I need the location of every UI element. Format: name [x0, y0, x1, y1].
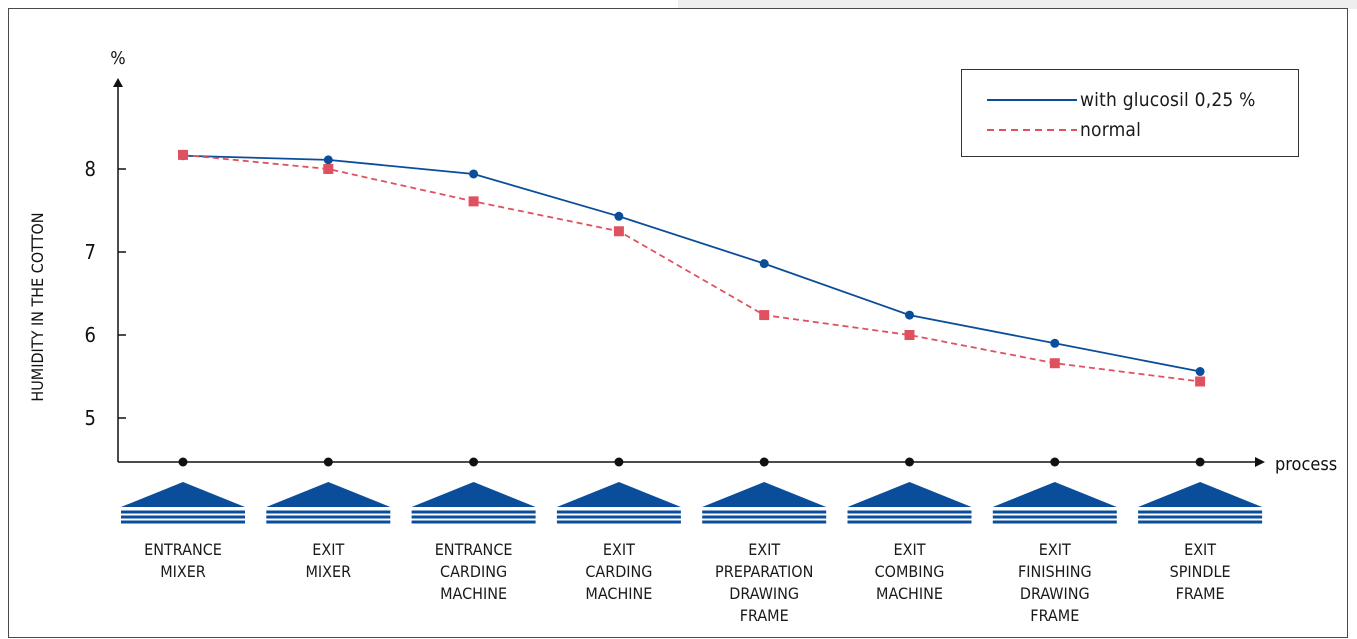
machine-icon-stripe — [266, 510, 391, 514]
machine-icon-stripe — [266, 515, 391, 519]
machine-icon-roof — [847, 482, 972, 507]
x-category-label: FRAME — [740, 606, 789, 625]
x-category-label: ENTRANCE — [435, 540, 513, 559]
x-axis-dot — [178, 457, 188, 467]
x-axis-arrow — [1255, 457, 1265, 467]
machine-icon-roof — [556, 482, 681, 507]
machine-icon-roof — [1138, 482, 1263, 507]
machine-icon-stripe — [847, 520, 972, 524]
x-category-label: MACHINE — [585, 584, 652, 603]
y-tick-label: 8 — [85, 157, 96, 181]
legend-swatch-dashed — [987, 129, 1077, 131]
machine-icon-stripe — [992, 520, 1117, 524]
x-category-label: MIXER — [160, 562, 206, 581]
machine-icon-roof — [121, 482, 245, 507]
x-category-label: PREPARATION — [715, 562, 813, 581]
top-background-strip — [678, 0, 1357, 9]
machine-icon-roof — [266, 482, 391, 507]
machine-icon-stripe — [556, 510, 681, 514]
x-category-label: EXIT — [894, 540, 926, 559]
data-point-normal — [904, 330, 915, 340]
data-point-normal — [468, 196, 479, 207]
machine-icon-stripe — [411, 510, 536, 514]
data-point-glucosil — [614, 211, 624, 221]
machine-icon-stripe — [992, 515, 1117, 519]
x-category-label: MACHINE — [440, 584, 507, 603]
machine-icon-stripe — [702, 510, 827, 514]
machine-icon-stripe — [266, 520, 391, 524]
y-axis-arrow — [113, 78, 123, 87]
x-axis-dot — [323, 457, 333, 467]
x-category-label: SPINDLE — [1170, 562, 1231, 581]
machine-icon-stripe — [1138, 515, 1263, 519]
machine-icon-roof — [702, 482, 827, 507]
data-point-normal — [613, 226, 624, 237]
machine-icon-stripe — [411, 520, 536, 524]
machine-icon-stripe — [702, 515, 827, 519]
x-category-label: EXIT — [312, 540, 344, 559]
x-category-label: DRAWING — [729, 584, 799, 603]
x-axis-dot — [905, 457, 914, 467]
machine-icon-stripe — [556, 520, 681, 524]
machine-icon-stripe — [847, 515, 972, 519]
x-category-label: EXIT — [1184, 540, 1216, 559]
machine-icon-stripe — [702, 520, 827, 524]
series-line-normal — [182, 153, 1201, 383]
x-category-label: COMBING — [875, 562, 945, 581]
data-point-glucosil — [1195, 367, 1205, 377]
chart-legend: with glucosil 0,25 % normal — [961, 69, 1299, 157]
y-axis-unit: % — [110, 48, 125, 69]
data-point-glucosil — [323, 155, 333, 165]
machine-icon-roof — [411, 482, 536, 507]
y-axis-title: HUMIDITY IN THE COTTON — [28, 212, 47, 401]
legend-label-glucosil: with glucosil 0,25 % — [1080, 89, 1256, 111]
x-axis-label: process — [1275, 454, 1337, 475]
x-category-label: FRAME — [1176, 584, 1225, 603]
data-point-normal — [1049, 358, 1060, 369]
machine-icon-stripe — [411, 515, 536, 519]
machine-icon-stripe — [556, 515, 681, 519]
x-category-label: MIXER — [305, 562, 351, 581]
series-line-glucosil — [182, 154, 1201, 373]
y-tick-label: 7 — [85, 240, 96, 264]
data-point-normal — [178, 149, 188, 160]
data-point-glucosil — [759, 259, 769, 269]
data-point-normal — [323, 164, 334, 174]
x-category-label: ENTRANCE — [144, 540, 222, 559]
x-axis-dot — [1050, 457, 1060, 467]
x-axis-dot — [469, 457, 479, 467]
y-tick-label: 5 — [85, 406, 96, 430]
machine-icon-stripe — [121, 510, 245, 514]
legend-label-normal: normal — [1080, 119, 1142, 141]
machine-icon-stripe — [121, 520, 245, 524]
machine-icon-roof — [992, 482, 1117, 507]
machine-icon-stripe — [847, 510, 972, 514]
x-category-label: MACHINE — [876, 584, 943, 603]
data-point-normal — [759, 310, 770, 321]
x-axis-dot — [614, 457, 624, 467]
machine-icon-stripe — [1138, 510, 1263, 514]
machine-icon-stripe — [1138, 520, 1263, 524]
legend-item-normal: normal — [962, 117, 1141, 143]
data-point-glucosil — [469, 169, 479, 179]
machine-icon-stripe — [992, 510, 1117, 514]
data-point-glucosil — [1050, 338, 1060, 348]
x-category-label: CARDING — [440, 562, 507, 581]
x-category-label: EXIT — [748, 540, 780, 559]
x-category-label: EXIT — [1039, 540, 1071, 559]
data-point-normal — [1195, 376, 1206, 387]
x-category-label: FINISHING — [1018, 562, 1092, 581]
x-category-label: EXIT — [603, 540, 635, 559]
legend-item-glucosil: with glucosil 0,25 % — [962, 87, 1256, 113]
x-category-label: FRAME — [1030, 606, 1079, 625]
x-axis-dot — [1195, 457, 1205, 467]
machine-icon-stripe — [121, 515, 245, 519]
x-axis-dot — [759, 457, 769, 467]
y-tick-label: 6 — [85, 323, 96, 347]
x-category-label: CARDING — [585, 562, 652, 581]
data-point-glucosil — [905, 310, 914, 320]
x-category-label: DRAWING — [1020, 584, 1090, 603]
legend-swatch-solid — [987, 99, 1077, 101]
